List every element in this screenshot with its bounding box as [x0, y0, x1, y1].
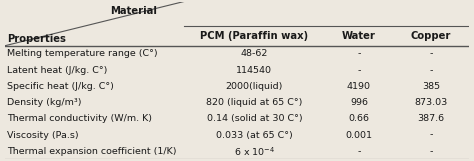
Text: 0.14 (solid at 30 C°): 0.14 (solid at 30 C°) [207, 114, 302, 123]
Text: -: - [357, 66, 361, 75]
Text: Properties: Properties [7, 34, 66, 44]
Text: Latent heat (J/kg. C°): Latent heat (J/kg. C°) [7, 66, 108, 75]
Text: 0.66: 0.66 [348, 114, 369, 123]
Text: 387.6: 387.6 [418, 114, 445, 123]
Text: 0.033 (at 65 C°): 0.033 (at 65 C°) [216, 131, 293, 140]
Text: -: - [429, 147, 433, 156]
Text: Water: Water [342, 31, 376, 41]
Text: 48-62: 48-62 [241, 49, 268, 58]
Text: -: - [429, 131, 433, 140]
Text: 6 x 10$^{-4}$: 6 x 10$^{-4}$ [234, 145, 275, 158]
Text: -: - [429, 49, 433, 58]
Text: 996: 996 [350, 98, 368, 107]
Text: -: - [429, 66, 433, 75]
Text: Material: Material [110, 6, 157, 16]
Text: 820 (liquid at 65 C°): 820 (liquid at 65 C°) [206, 98, 302, 107]
Text: PCM (Paraffin wax): PCM (Paraffin wax) [201, 31, 309, 41]
Text: 873.03: 873.03 [414, 98, 447, 107]
Text: Melting temperature range (C°): Melting temperature range (C°) [7, 49, 158, 58]
Text: 385: 385 [422, 82, 440, 91]
Text: Copper: Copper [411, 31, 451, 41]
Text: 114540: 114540 [237, 66, 273, 75]
Text: Thermal conductivity (W/m. K): Thermal conductivity (W/m. K) [7, 114, 152, 123]
Text: Thermal expansion coefficient (1/K): Thermal expansion coefficient (1/K) [7, 147, 176, 156]
Text: Specific heat (J/kg. C°): Specific heat (J/kg. C°) [7, 82, 114, 91]
Text: -: - [357, 147, 361, 156]
Text: 2000(liquid): 2000(liquid) [226, 82, 283, 91]
Text: -: - [357, 49, 361, 58]
Text: Viscosity (Pa.s): Viscosity (Pa.s) [7, 131, 79, 140]
Text: 0.001: 0.001 [346, 131, 373, 140]
Text: Density (kg/m³): Density (kg/m³) [7, 98, 82, 107]
Text: 4190: 4190 [347, 82, 371, 91]
